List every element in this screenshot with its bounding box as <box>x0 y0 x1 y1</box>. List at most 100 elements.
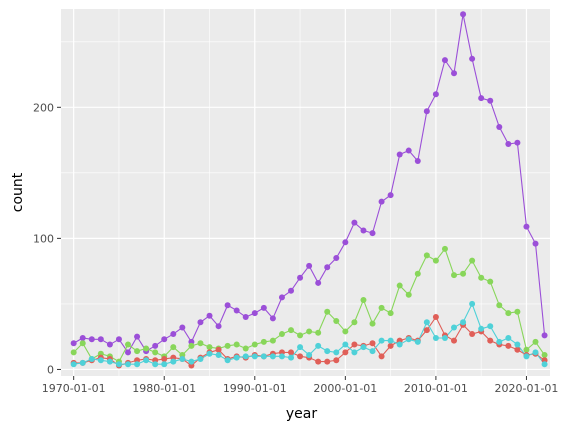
data-point <box>79 340 86 347</box>
data-point <box>342 349 349 356</box>
data-point <box>532 349 539 356</box>
data-point <box>342 328 349 335</box>
data-point <box>97 336 104 343</box>
data-point <box>469 55 476 62</box>
data-point <box>523 223 530 230</box>
y-axis: 0 100 200 <box>33 101 61 376</box>
data-point <box>288 287 295 294</box>
x-tick-label: 1970-01-01 <box>42 382 106 395</box>
data-point <box>405 147 412 154</box>
data-point <box>451 337 458 344</box>
data-point <box>378 353 385 360</box>
data-point <box>288 349 295 356</box>
data-point <box>161 355 168 362</box>
data-point <box>297 332 304 339</box>
data-point <box>387 342 394 349</box>
data-point <box>297 353 304 360</box>
series-1-points <box>70 11 548 356</box>
data-point <box>496 338 503 345</box>
data-point <box>414 158 421 165</box>
x-axis-title: year <box>286 406 317 422</box>
data-point <box>460 11 467 18</box>
data-point <box>469 331 476 338</box>
data-point <box>115 361 122 368</box>
data-point <box>152 342 159 349</box>
data-point <box>333 317 340 324</box>
data-point <box>134 333 141 340</box>
data-point <box>360 296 367 303</box>
data-point <box>441 334 448 341</box>
data-point <box>360 227 367 234</box>
data-point <box>170 331 177 338</box>
data-point <box>432 257 439 264</box>
data-point <box>215 346 222 353</box>
data-point <box>405 336 412 343</box>
data-point <box>125 361 132 368</box>
x-tick-label: 2000-01-01 <box>313 382 377 395</box>
data-point <box>333 349 340 356</box>
data-point <box>251 353 258 360</box>
data-point <box>360 344 367 351</box>
data-point <box>342 239 349 246</box>
data-point <box>197 340 204 347</box>
data-point <box>260 338 267 345</box>
data-point <box>170 358 177 365</box>
data-point <box>206 312 213 319</box>
data-point <box>523 346 530 353</box>
data-point <box>134 348 141 355</box>
data-point <box>161 361 168 368</box>
x-tick-label: 2020-01-01 <box>494 382 558 395</box>
data-point <box>469 300 476 307</box>
data-point <box>197 355 204 362</box>
data-point <box>451 272 458 279</box>
data-point <box>351 349 358 356</box>
data-point <box>478 274 485 281</box>
data-point <box>487 323 494 330</box>
data-point <box>70 361 77 368</box>
data-point <box>152 349 159 356</box>
data-point <box>387 337 394 344</box>
data-point <box>70 349 77 356</box>
data-point <box>251 310 258 317</box>
data-point <box>278 331 285 338</box>
data-point <box>70 340 77 347</box>
data-point <box>441 245 448 252</box>
data-point <box>206 350 213 357</box>
data-point <box>414 338 421 345</box>
data-point <box>396 282 403 289</box>
data-point <box>260 353 267 360</box>
data-point <box>387 192 394 199</box>
data-point <box>432 334 439 341</box>
data-point <box>514 346 521 353</box>
x-tick-label: 1980-01-01 <box>132 382 196 395</box>
data-point <box>423 319 430 326</box>
data-point <box>514 139 521 146</box>
data-point <box>242 353 249 360</box>
y-axis-title: count <box>10 172 26 212</box>
data-point <box>469 257 476 264</box>
data-point <box>423 252 430 259</box>
data-point <box>278 353 285 360</box>
data-point <box>378 198 385 205</box>
data-point <box>369 320 376 327</box>
data-point <box>387 310 394 317</box>
data-point <box>260 304 267 311</box>
data-point <box>188 342 195 349</box>
data-point <box>487 278 494 285</box>
data-point <box>351 319 358 326</box>
data-point <box>541 361 548 368</box>
data-point <box>278 294 285 301</box>
data-point <box>79 334 86 341</box>
y-tick-label: 100 <box>33 232 54 245</box>
data-point <box>242 345 249 352</box>
data-point <box>242 314 249 321</box>
data-point <box>306 328 313 335</box>
data-point <box>306 262 313 269</box>
data-point <box>170 344 177 351</box>
data-point <box>206 344 213 351</box>
data-point <box>125 349 132 356</box>
data-point <box>432 91 439 98</box>
data-point <box>396 151 403 158</box>
data-point <box>505 334 512 341</box>
data-point <box>505 342 512 349</box>
